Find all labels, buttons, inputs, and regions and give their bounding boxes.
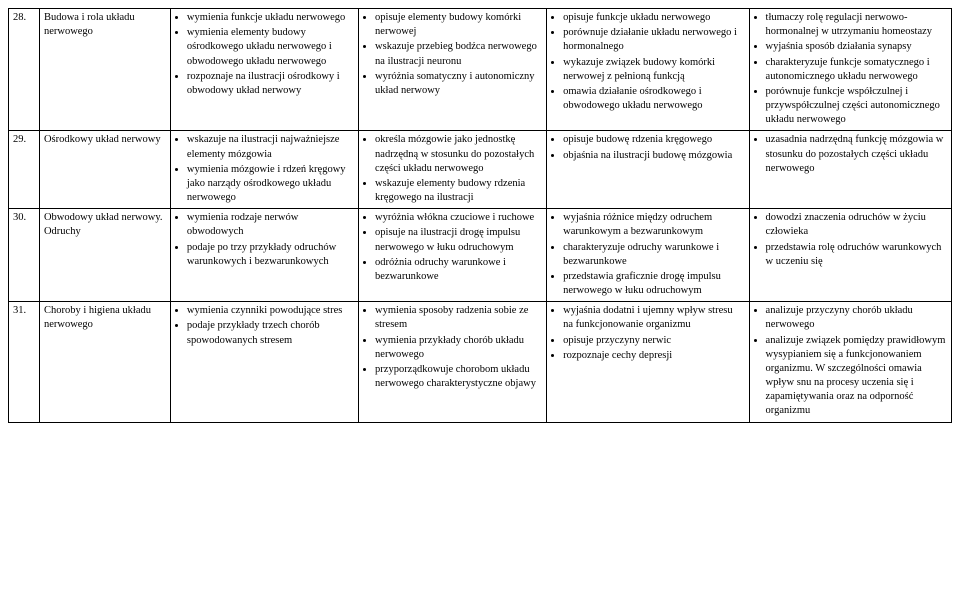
list-c4: tłumaczy rolę regulacji nerwowo-hormonal… (754, 11, 947, 127)
row-number: 28. (9, 9, 40, 131)
row-topic: Choroby i higiena układu nerwowego (39, 302, 170, 422)
list-item: przyporządkowuje chorobom układu nerwowe… (375, 363, 542, 391)
list-item: wymienia elementy budowy ośrodkowego ukł… (187, 26, 354, 69)
list-c2: wymienia sposoby radzenia sobie ze stres… (363, 304, 542, 391)
list-item: wykazuje związek budowy komórki nerwowej… (563, 56, 744, 84)
list-item: określa mózgowie jako jednostkę nadrzędn… (375, 133, 542, 176)
list-item: dowodzi znaczenia odruchów w życiu człow… (766, 211, 947, 239)
list-item: charakteryzuje odruchy warunkowe i bezwa… (563, 241, 744, 269)
list-item: charakteryzuje funkcje somatycznego i au… (766, 56, 947, 84)
row-number: 30. (9, 209, 40, 302)
cell-c2: opisuje elementy budowy komórki nerwowej… (359, 9, 547, 131)
cell-c4: tłumaczy rolę regulacji nerwowo-hormonal… (749, 9, 951, 131)
cell-c3: opisuje funkcje układu nerwowegoporównuj… (547, 9, 749, 131)
list-item: porównuje działanie układu nerwowego i h… (563, 26, 744, 54)
list-item: wyjaśnia dodatni i ujemny wpływ stresu n… (563, 304, 744, 332)
list-c1: wskazuje na ilustracji najważniejsze ele… (175, 133, 354, 205)
list-item: wymienia rodzaje nerwów obwodowych (187, 211, 354, 239)
list-item: analizuje związek pomiędzy prawidłowym w… (766, 334, 947, 419)
row-topic: Budowa i rola układu nerwowego (39, 9, 170, 131)
list-item: wskazuje na ilustracji najważniejsze ele… (187, 133, 354, 161)
table-row: 29.Ośrodkowy układ nerwowy wskazuje na il… (9, 131, 952, 209)
cell-c1: wymienia czynniki powodujące strespodaje… (170, 302, 358, 422)
list-c2: określa mózgowie jako jednostkę nadrzędn… (363, 133, 542, 205)
table-row: 28.Budowa i rola układu nerwowegowymieni… (9, 9, 952, 131)
list-c2: opisuje elementy budowy komórki nerwowej… (363, 11, 542, 98)
cell-c4: analizuje przyczyny chorób układu nerwow… (749, 302, 951, 422)
list-item: odróżnia odruchy warunkowe i bezwarunkow… (375, 256, 542, 284)
cell-c4: dowodzi znaczenia odruchów w życiu człow… (749, 209, 951, 302)
cell-c1: wymienia rodzaje nerwów obwodowychpodaje… (170, 209, 358, 302)
list-item: przedstawia graficznie drogę impulsu ner… (563, 270, 744, 298)
list-c3: opisuje budowę rdzenia kręgowego objaśnia… (551, 133, 744, 162)
list-item: tłumaczy rolę regulacji nerwowo-hormonal… (766, 11, 947, 39)
list-c1: wymienia funkcje układu nerwowegowymieni… (175, 11, 354, 98)
cell-c2: wymienia sposoby radzenia sobie ze stres… (359, 302, 547, 422)
list-item: wskazuje przebieg bodźca nerwowego na il… (375, 40, 542, 68)
list-item: podaje po trzy przykłady odruchów warunk… (187, 241, 354, 269)
list-item: wymienia sposoby radzenia sobie ze stres… (375, 304, 542, 332)
table-row: 31.Choroby i higiena układu nerwowegowym… (9, 302, 952, 422)
list-c4: dowodzi znaczenia odruchów w życiu człow… (754, 211, 947, 269)
list-item: opisuje przyczyny nerwic (563, 334, 744, 348)
cell-c1: wymienia funkcje układu nerwowegowymieni… (170, 9, 358, 131)
list-item: podaje przykłady trzech chorób spowodowa… (187, 319, 354, 347)
list-item: objaśnia na ilustracji budowę mózgowia (563, 149, 744, 163)
list-item: wyróżnia somatyczny i autonomiczny układ… (375, 70, 542, 98)
list-item: opisuje na ilustracji drogę impulsu nerw… (375, 226, 542, 254)
row-topic: Ośrodkowy układ nerwowy (39, 131, 170, 209)
cell-c2: wyróżnia włókna czuciowe i ruchoweopisuj… (359, 209, 547, 302)
list-item: wskazuje elementy budowy rdzenia kręgowe… (375, 177, 542, 205)
cell-c3: opisuje budowę rdzenia kręgowego objaśnia… (547, 131, 749, 209)
cell-c3: wyjaśnia dodatni i ujemny wpływ stresu n… (547, 302, 749, 422)
list-item: wyjaśnia sposób działania synapsy (766, 40, 947, 54)
cell-c4: uzasadnia nadrzędną funkcję mózgowia w s… (749, 131, 951, 209)
list-item: opisuje budowę rdzenia kręgowego (563, 133, 744, 147)
list-item: wyjaśnia różnice między odruchem warunko… (563, 211, 744, 239)
row-number: 31. (9, 302, 40, 422)
list-item: wymienia przykłady chorób układu nerwowe… (375, 334, 542, 362)
list-item: porównuje funkcje współczulnej i przywsp… (766, 85, 947, 128)
cell-c2: określa mózgowie jako jednostkę nadrzędn… (359, 131, 547, 209)
list-c3: wyjaśnia dodatni i ujemny wpływ stresu n… (551, 304, 744, 363)
list-c1: wymienia rodzaje nerwów obwodowychpodaje… (175, 211, 354, 269)
list-item: omawia działanie ośrodkowego i obwodoweg… (563, 85, 744, 113)
list-item: rozpoznaje na ilustracji ośrodkowy i obw… (187, 70, 354, 98)
row-topic: Obwodowy układ nerwowy. Odruchy (39, 209, 170, 302)
list-item: wyróżnia włókna czuciowe i ruchowe (375, 211, 542, 225)
list-c4: uzasadnia nadrzędną funkcję mózgowia w s… (754, 133, 947, 176)
curriculum-table: 28.Budowa i rola układu nerwowegowymieni… (8, 8, 952, 423)
table-row: 30.Obwodowy układ nerwowy. Odruchywymien… (9, 209, 952, 302)
list-item: uzasadnia nadrzędną funkcję mózgowia w s… (766, 133, 947, 176)
list-c2: wyróżnia włókna czuciowe i ruchoweopisuj… (363, 211, 542, 284)
list-item: opisuje elementy budowy komórki nerwowej (375, 11, 542, 39)
list-c1: wymienia czynniki powodujące strespodaje… (175, 304, 354, 348)
list-item: analizuje przyczyny chorób układu nerwow… (766, 304, 947, 332)
list-c3: opisuje funkcje układu nerwowegoporównuj… (551, 11, 744, 113)
row-number: 29. (9, 131, 40, 209)
list-item: rozpoznaje cechy depresji (563, 349, 744, 363)
list-c3: wyjaśnia różnice między odruchem warunko… (551, 211, 744, 298)
cell-c3: wyjaśnia różnice między odruchem warunko… (547, 209, 749, 302)
list-item: wymienia funkcje układu nerwowego (187, 11, 354, 25)
list-item: wymienia czynniki powodujące stres (187, 304, 354, 318)
list-item: opisuje funkcje układu nerwowego (563, 11, 744, 25)
list-c4: analizuje przyczyny chorób układu nerwow… (754, 304, 947, 418)
list-item: przedstawia rolę odruchów warunkowych w … (766, 241, 947, 269)
list-item: wymienia mózgowie i rdzeń kręgowy jako n… (187, 163, 354, 206)
cell-c1: wskazuje na ilustracji najważniejsze ele… (170, 131, 358, 209)
